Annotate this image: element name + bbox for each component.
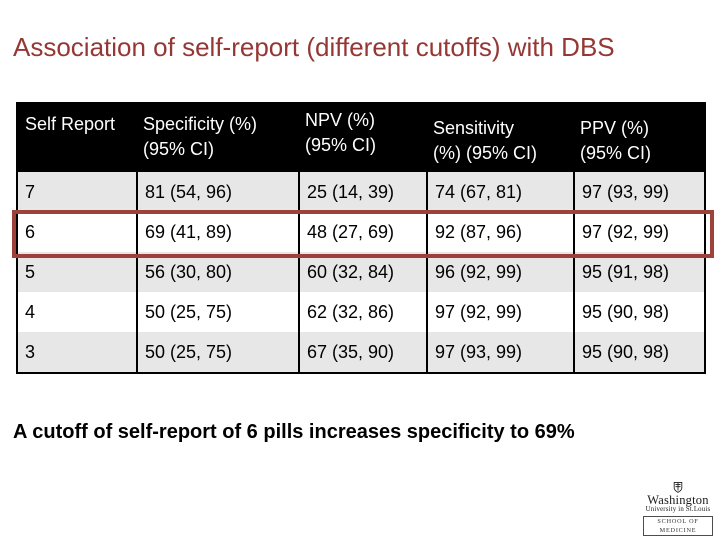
conclusion-text: A cutoff of self-report of 6 pills incre… bbox=[13, 421, 575, 443]
cell-self-report: 7 bbox=[18, 172, 136, 212]
cell-specificity: 50 (25, 75) bbox=[136, 292, 298, 332]
cell-self-report: 6 bbox=[18, 212, 136, 252]
cell-ppv: 97 (93, 99) bbox=[573, 172, 704, 212]
logo-wordmark: Washington bbox=[647, 493, 709, 507]
cell-self-report: 5 bbox=[18, 252, 136, 292]
cell-ppv: 97 (92, 99) bbox=[573, 212, 704, 252]
cell-specificity: 81 (54, 96) bbox=[136, 172, 298, 212]
cell-npv: 67 (35, 90) bbox=[298, 332, 426, 372]
slide-title: Association of self-report (different cu… bbox=[13, 32, 615, 62]
cell-specificity: 50 (25, 75) bbox=[136, 332, 298, 372]
table-row-cutoff-6-highlighted: 6 69 (41, 89) 48 (27, 69) 92 (87, 96) 97… bbox=[18, 212, 704, 252]
table-row-cutoff-3: 3 50 (25, 75) 67 (35, 90) 97 (93, 99) 95… bbox=[18, 332, 704, 372]
cell-ppv: 95 (90, 98) bbox=[573, 332, 704, 372]
cell-npv: 48 (27, 69) bbox=[298, 212, 426, 252]
cell-sensitivity: 92 (87, 96) bbox=[426, 212, 573, 252]
cell-ppv: 95 (90, 98) bbox=[573, 292, 704, 332]
logo-subline: University in St.Louis bbox=[645, 506, 711, 513]
col-header-self-report: Self Report bbox=[25, 114, 116, 134]
table-row-cutoff-7: 7 81 (54, 96) 25 (14, 39) 74 (67, 81) 97… bbox=[18, 172, 704, 212]
col-header-specificity: Specificity (%) (95% CI) bbox=[143, 114, 258, 159]
cell-sensitivity: 74 (67, 81) bbox=[426, 172, 573, 212]
cell-specificity: 69 (41, 89) bbox=[136, 212, 298, 252]
col-header-ppv: PPV (%) (95% CI) bbox=[580, 118, 652, 163]
cell-sensitivity: 97 (92, 99) bbox=[426, 292, 573, 332]
cell-self-report: 3 bbox=[18, 332, 136, 372]
washu-crest-icon bbox=[673, 482, 683, 493]
cell-sensitivity: 96 (92, 99) bbox=[426, 252, 573, 292]
cell-specificity: 56 (30, 80) bbox=[136, 252, 298, 292]
col-header-npv: NPV (%) (95% CI) bbox=[305, 110, 377, 155]
table-row-cutoff-5: 5 56 (30, 80) 60 (32, 84) 96 (92, 99) 95… bbox=[18, 252, 704, 292]
cell-sensitivity: 97 (93, 99) bbox=[426, 332, 573, 372]
cell-npv: 62 (32, 86) bbox=[298, 292, 426, 332]
cell-ppv: 95 (91, 98) bbox=[573, 252, 704, 292]
table-row-cutoff-4: 4 50 (25, 75) 62 (32, 86) 97 (92, 99) 95… bbox=[18, 292, 704, 332]
table-header-row: Self Report Specificity (%) (95% CI) NPV… bbox=[18, 104, 704, 172]
results-table: Self Report Specificity (%) (95% CI) NPV… bbox=[12, 102, 714, 374]
col-header-sensitivity: Sensitivity (%) (95% CI) bbox=[433, 118, 538, 163]
logo-school-of-medicine: School of Medicine bbox=[643, 516, 713, 536]
cell-npv: 25 (14, 39) bbox=[298, 172, 426, 212]
washu-medicine-logo: Washington University in St.Louis School… bbox=[643, 482, 713, 536]
cell-self-report: 4 bbox=[18, 292, 136, 332]
cell-npv: 60 (32, 84) bbox=[298, 252, 426, 292]
